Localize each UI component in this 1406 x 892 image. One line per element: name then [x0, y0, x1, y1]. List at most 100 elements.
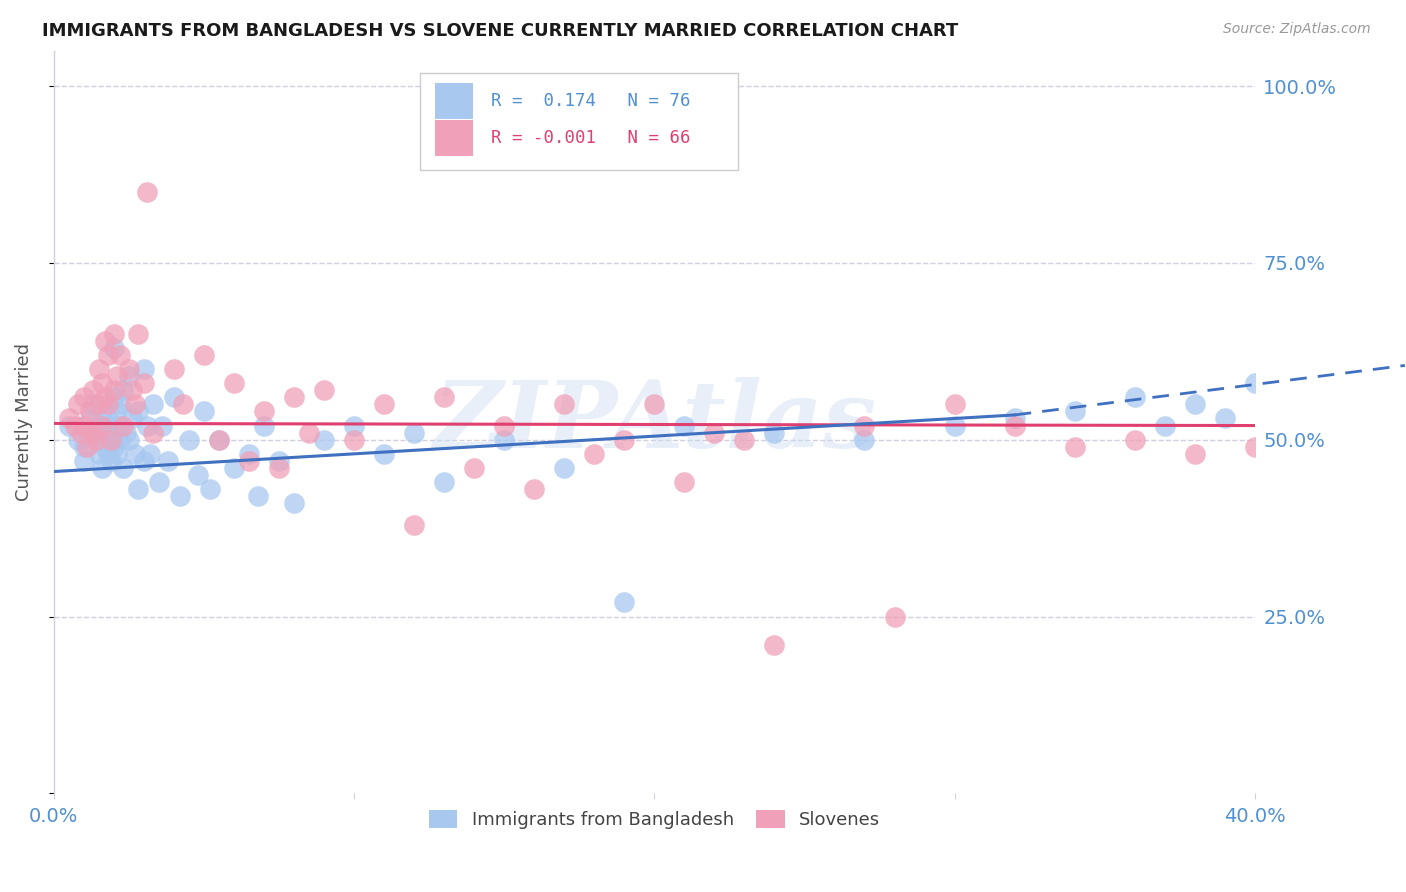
Point [163, 390, 186, 404]
Point [118, 433, 141, 447]
Point [103, 440, 125, 454]
Point [111, 418, 134, 433]
Point [238, 447, 260, 461]
Point [66, 433, 89, 447]
Point [312, 383, 335, 397]
Point [404, 517, 426, 532]
Point [127, 326, 149, 341]
Point [90, 376, 112, 390]
Point [73, 418, 96, 433]
Point [97, 418, 120, 433]
Point [139, 447, 162, 461]
Point [172, 397, 194, 411]
Point [463, 461, 485, 475]
Point [373, 397, 395, 411]
Point [943, 418, 966, 433]
Text: Source: ZipAtlas.com: Source: ZipAtlas.com [1223, 22, 1371, 37]
Point [94, 425, 117, 440]
Point [79, 404, 101, 418]
Point [73, 390, 96, 404]
Point [108, 348, 131, 362]
Point [90, 418, 112, 433]
Point [343, 433, 366, 447]
Point [142, 425, 165, 440]
Point [943, 397, 966, 411]
Point [127, 482, 149, 496]
Point [1004, 418, 1026, 433]
Point [84, 433, 107, 447]
Point [283, 390, 305, 404]
Point [105, 369, 128, 384]
Point [87, 397, 110, 411]
Point [404, 425, 426, 440]
Point [103, 390, 125, 404]
Point [79, 425, 101, 440]
Point [613, 595, 636, 609]
Point [121, 411, 143, 425]
Point [97, 447, 120, 461]
Point [111, 383, 134, 397]
Point [253, 418, 276, 433]
Point [763, 638, 786, 652]
Y-axis label: Currently Married: Currently Married [15, 343, 32, 501]
Point [118, 369, 141, 384]
Point [132, 362, 155, 376]
Point [94, 390, 117, 404]
Point [1184, 447, 1206, 461]
Point [127, 404, 149, 418]
Point [100, 433, 122, 447]
Point [142, 397, 165, 411]
Point [124, 397, 146, 411]
Point [673, 475, 696, 490]
Point [150, 418, 173, 433]
Point [238, 454, 260, 468]
Point [105, 404, 128, 418]
Point [494, 418, 516, 433]
Point [613, 433, 636, 447]
Point [115, 425, 138, 440]
Text: R =  0.174   N = 76: R = 0.174 N = 76 [491, 92, 690, 111]
Point [583, 447, 606, 461]
Point [108, 397, 131, 411]
Point [103, 341, 125, 355]
Point [90, 404, 112, 418]
Point [187, 468, 209, 483]
Text: ZIPAtlas: ZIPAtlas [433, 377, 876, 467]
Point [79, 411, 101, 425]
Point [246, 489, 269, 503]
Point [193, 404, 215, 418]
Point [82, 397, 104, 411]
Point [703, 425, 725, 440]
Point [253, 404, 276, 418]
Point [208, 433, 231, 447]
Point [58, 418, 80, 433]
Point [163, 362, 186, 376]
Point [553, 397, 575, 411]
Point [87, 418, 110, 433]
Point [70, 425, 93, 440]
Point [673, 418, 696, 433]
Point [87, 362, 110, 376]
Bar [434, 120, 472, 156]
Point [87, 447, 110, 461]
Point [198, 482, 221, 496]
Point [733, 433, 755, 447]
Point [82, 425, 104, 440]
Point [1123, 390, 1146, 404]
Point [1063, 440, 1085, 454]
Point [132, 376, 155, 390]
Point [883, 609, 905, 624]
Point [82, 383, 104, 397]
Point [156, 454, 179, 468]
Point [1213, 411, 1236, 425]
Point [853, 418, 876, 433]
Point [193, 348, 215, 362]
Point [108, 418, 131, 433]
Point [100, 433, 122, 447]
Point [494, 433, 516, 447]
Point [97, 411, 120, 425]
Text: R = -0.001   N = 66: R = -0.001 N = 66 [491, 129, 690, 147]
Point [433, 390, 456, 404]
Point [105, 447, 128, 461]
Bar [434, 83, 472, 119]
